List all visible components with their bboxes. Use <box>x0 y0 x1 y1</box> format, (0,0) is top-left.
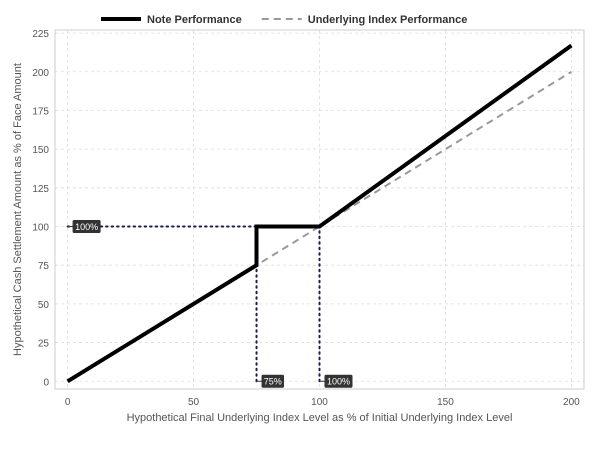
y-tick-label: 75 <box>38 261 50 272</box>
x-tick-label: 150 <box>437 397 454 408</box>
y-tick-label: 100 <box>32 223 49 234</box>
x-axis-title: Hypothetical Final Underlying Index Leve… <box>127 412 513 424</box>
legend-label: Note Performance <box>147 14 242 26</box>
y-tick-label: 125 <box>32 184 49 195</box>
callout-label: 75% <box>264 377 282 387</box>
series-lines <box>66 43 573 384</box>
legend-label: Underlying Index Performance <box>308 14 468 26</box>
callout-box <box>261 374 285 388</box>
y-tick-label: 25 <box>38 339 50 350</box>
y-tick-label: 200 <box>32 68 49 79</box>
plot-panel <box>54 29 585 390</box>
x-tick-label: 0 <box>65 397 71 408</box>
callout: 100% <box>319 374 353 388</box>
y-axis-title: Hypothetical Cash Settlement Amount as %… <box>12 63 24 356</box>
callout: 100% <box>67 220 101 234</box>
x-tick-label: 200 <box>563 397 580 408</box>
x-tick-label: 100 <box>311 397 328 408</box>
legend: Note Performance Underlying Index Perform… <box>101 14 467 26</box>
y-axis: 0 25 50 75 100 125 150 175 200 225 <box>32 29 49 388</box>
x-axis: 0 50 100 150 200 <box>65 397 580 408</box>
callout-box <box>72 220 101 234</box>
y-tick-label: 150 <box>32 145 49 156</box>
series-line-note-performance <box>66 43 573 384</box>
y-tick-label: 0 <box>43 377 49 388</box>
y-tick-label: 175 <box>32 106 49 117</box>
callout: 75% <box>256 374 285 388</box>
callout-label: 100% <box>327 377 350 387</box>
x-tick-label: 50 <box>188 397 200 408</box>
y-tick-label: 225 <box>32 29 49 40</box>
annotations: 100% 75% 100% <box>67 220 353 388</box>
callout-label: 100% <box>75 222 98 232</box>
callout-box <box>324 374 353 388</box>
y-tick-label: 50 <box>38 300 50 311</box>
